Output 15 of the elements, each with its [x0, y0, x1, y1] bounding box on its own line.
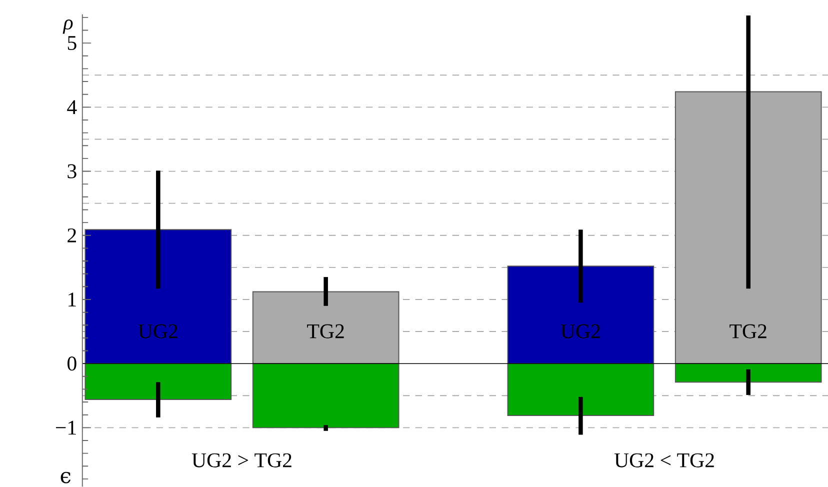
text: ϵ [60, 472, 70, 484]
y-tick-label: 5 [68, 36, 76, 50]
y-axis-title: ρ [62, 20, 73, 34]
y-tick-label: 3 [68, 164, 76, 178]
x-tick-label: TG2 [730, 324, 766, 338]
y-tick-label: 4 [67, 100, 77, 114]
y-tick-label: 0 [68, 356, 76, 371]
y-tick-label: 1 [68, 292, 76, 307]
y-tick-label: −1 [56, 420, 76, 435]
annotation: UG2 < TG2 [614, 453, 714, 468]
annotation: UG2 > TG2 [192, 453, 292, 468]
x-tick-label: UG2 [138, 324, 178, 338]
y-tick-label: 2 [68, 228, 76, 242]
x-tick-label: TG2 [307, 324, 344, 338]
x-tick-label: UG2 [560, 324, 600, 338]
